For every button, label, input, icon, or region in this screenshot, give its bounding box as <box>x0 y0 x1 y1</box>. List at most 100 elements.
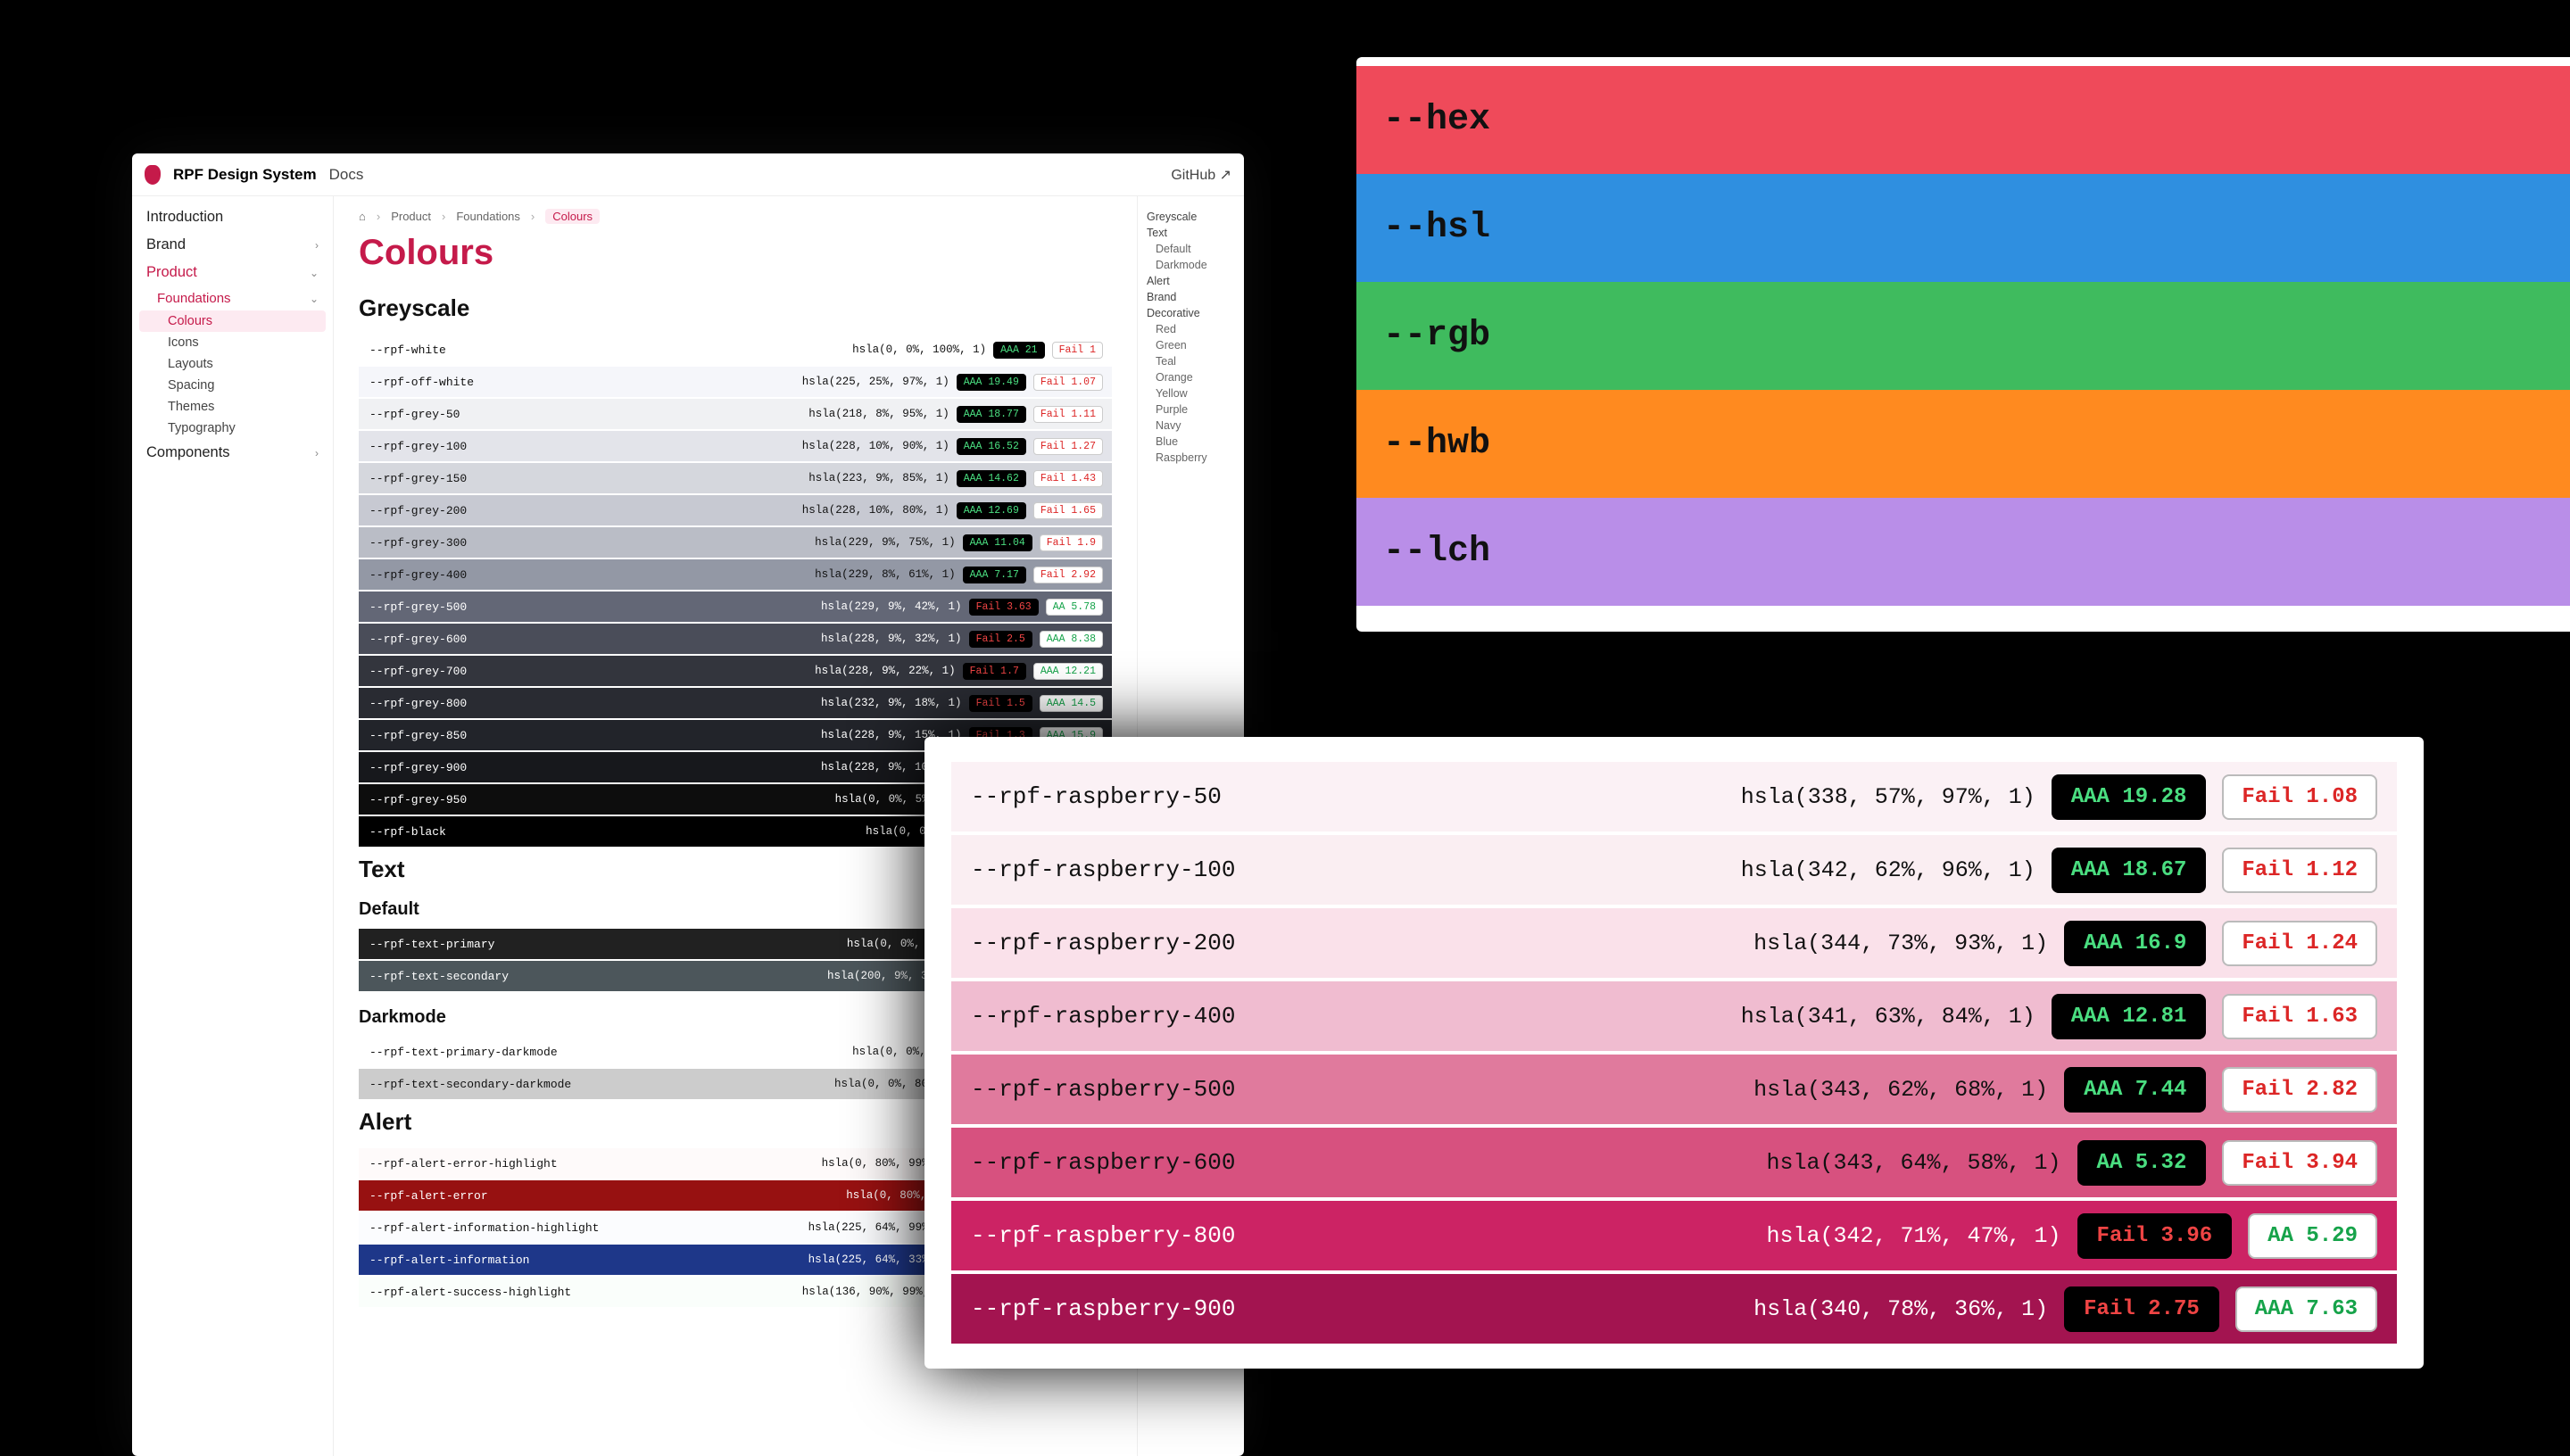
contrast-badge-light: Fail 1.27 <box>1033 438 1103 455</box>
swatch-name: --rpf-grey-700 <box>369 665 467 678</box>
sidebar-item-product[interactable]: Product⌄ <box>132 259 333 286</box>
raspberry-swatch-row: --rpf-raspberry-50 hsla(338, 57%, 97%, 1)… <box>951 762 2397 831</box>
swatch-value: hsla(341, 63%, 84%, 1) <box>1741 1004 2035 1030</box>
toc-alert[interactable]: Alert <box>1147 273 1235 289</box>
swatch-value: hsla(229, 9%, 75%, 1) <box>815 536 956 549</box>
swatch-name: --rpf-grey-50 <box>369 408 460 421</box>
swatch-name: --rpf-raspberry-800 <box>971 1222 1235 1249</box>
contrast-badge-dark: AAA 7.17 <box>963 567 1026 583</box>
header-bar: RPF Design System Docs GitHub ↗ <box>132 153 1244 196</box>
swatch-name: --rpf-raspberry-50 <box>971 783 1222 810</box>
breadcrumb-home[interactable]: ⌂ <box>359 210 366 223</box>
contrast-badge-light: AAA 12.21 <box>1033 663 1103 680</box>
contrast-badge-dark: Fail 3.63 <box>969 599 1039 616</box>
toc-text[interactable]: Text <box>1147 225 1235 241</box>
contrast-badge-light: Fail 1.12 <box>2222 848 2377 893</box>
toc-navy[interactable]: Navy <box>1147 418 1235 434</box>
sidebar-item-icons[interactable]: Icons <box>132 332 333 353</box>
swatch-value: hsla(229, 9%, 42%, 1) <box>821 600 962 613</box>
contrast-badge-light: Fail 1.9 <box>1040 534 1103 551</box>
swatch-name: --rpf-raspberry-500 <box>971 1076 1235 1103</box>
contrast-badge-dark: AAA 18.67 <box>2052 848 2207 893</box>
toc-orange[interactable]: Orange <box>1147 369 1235 385</box>
toc-greyscale[interactable]: Greyscale <box>1147 209 1235 225</box>
swatch-name: --rpf-grey-850 <box>369 729 467 742</box>
toc-raspberry[interactable]: Raspberry <box>1147 450 1235 466</box>
swatch-row: --rpf-grey-500hsla(229, 9%, 42%, 1)Fail … <box>359 592 1112 622</box>
contrast-badge-dark: AAA 12.81 <box>2052 994 2207 1039</box>
swatch-value: hsla(342, 71%, 47%, 1) <box>1766 1223 2060 1249</box>
swatch-name: --rpf-black <box>369 825 446 839</box>
swatch-name: --rpf-raspberry-600 <box>971 1149 1235 1176</box>
toc-default[interactable]: Default <box>1147 241 1235 257</box>
swatch-name: --rpf-grey-150 <box>369 472 467 485</box>
swatch-name: --rpf-raspberry-200 <box>971 930 1235 956</box>
raspberry-swatch-row: --rpf-raspberry-600 hsla(343, 64%, 58%, 1… <box>951 1128 2397 1197</box>
chevron-right-icon: › <box>315 447 319 459</box>
contrast-badge-dark: Fail 3.96 <box>2077 1213 2233 1259</box>
contrast-badge-light: Fail 1.24 <box>2222 921 2377 966</box>
contrast-badge-dark: Fail 1.5 <box>969 695 1032 712</box>
swatch-name: --rpf-alert-information-highlight <box>369 1221 599 1235</box>
swatch-name: --rpf-text-primary <box>369 938 494 951</box>
swatch-name: --rpf-raspberry-100 <box>971 856 1235 883</box>
toc-green[interactable]: Green <box>1147 337 1235 353</box>
swatch-value: hsla(228, 9%, 22%, 1) <box>815 665 956 677</box>
swatch-name: --rpf-grey-600 <box>369 633 467 646</box>
swatch-name: --rpf-grey-900 <box>369 761 467 774</box>
github-link[interactable]: GitHub ↗ <box>1171 166 1231 184</box>
sidebar-item-typography[interactable]: Typography <box>132 418 333 439</box>
sidebar-item-colours[interactable]: Colours <box>139 310 326 332</box>
sidebar-item-introduction[interactable]: Introduction <box>132 203 333 231</box>
toc-decorative[interactable]: Decorative <box>1147 305 1235 321</box>
swatch-value: hsla(228, 10%, 80%, 1) <box>802 504 949 517</box>
sidebar-item-brand[interactable]: Brand› <box>132 231 333 259</box>
toc-blue[interactable]: Blue <box>1147 434 1235 450</box>
swatch-value: hsla(228, 10%, 90%, 1) <box>802 440 949 452</box>
contrast-badge-dark: AAA 14.62 <box>957 470 1026 487</box>
swatch-value: hsla(218, 8%, 95%, 1) <box>808 408 949 420</box>
swatch-value: hsla(229, 8%, 61%, 1) <box>815 568 956 581</box>
swatch-value: hsla(338, 57%, 97%, 1) <box>1741 784 2035 810</box>
contrast-badge-dark: AAA 7.44 <box>2064 1067 2206 1113</box>
breadcrumb-product[interactable]: Product <box>391 210 431 223</box>
swatch-name: --rpf-grey-800 <box>369 697 467 710</box>
swatch-row: --rpf-whitehsla(0, 0%, 100%, 1)AAA 21Fai… <box>359 335 1112 365</box>
toc-purple[interactable]: Purple <box>1147 401 1235 418</box>
sidebar-item-layouts[interactable]: Layouts <box>132 353 333 375</box>
sidebar-item-spacing[interactable]: Spacing <box>132 375 333 396</box>
toc-brand[interactable]: Brand <box>1147 289 1235 305</box>
toc-darkmode[interactable]: Darkmode <box>1147 257 1235 273</box>
toc-yellow[interactable]: Yellow <box>1147 385 1235 401</box>
contrast-badge-dark: AAA 16.52 <box>957 438 1026 455</box>
breadcrumb-foundations[interactable]: Foundations <box>456 210 520 223</box>
swatch-row: --rpf-grey-200hsla(228, 10%, 80%, 1)AAA … <box>359 495 1112 525</box>
contrast-badge-light: Fail 1.11 <box>1033 406 1103 423</box>
swatch-row: --rpf-grey-50 hsla(218, 8%, 95%, 1) AAA 18… <box>359 399 1112 429</box>
sidebar-item-components[interactable]: Components› <box>132 439 333 467</box>
swatch-name: --rpf-grey-950 <box>369 793 467 807</box>
contrast-badge-light: AA 5.78 <box>1046 599 1103 616</box>
css-variable-stripes-panel: --hex--hsl--rgb--hwb--lch <box>1356 57 2570 632</box>
docs-link[interactable]: Docs <box>329 166 364 184</box>
swatch-name: --rpf-grey-300 <box>369 536 467 550</box>
swatch-name: --rpf-text-secondary-darkmode <box>369 1078 571 1091</box>
swatch-row: --rpf-off-whitehsla(225, 25%, 97%, 1)AAA… <box>359 367 1112 397</box>
sidebar-item-foundations[interactable]: Foundations⌄ <box>132 286 333 310</box>
sidebar-item-themes[interactable]: Themes <box>132 396 333 418</box>
swatch-name: --rpf-raspberry-900 <box>971 1295 1235 1322</box>
color-format-stripe: --hsl <box>1356 174 2570 282</box>
swatch-name: --rpf-grey-400 <box>369 568 467 582</box>
contrast-badge-dark: AAA 18.77 <box>957 406 1026 423</box>
raspberry-swatch-row: --rpf-raspberry-200hsla(344, 73%, 93%, 1… <box>951 908 2397 978</box>
swatch-row: --rpf-grey-600hsla(228, 9%, 32%, 1)Fail … <box>359 624 1112 654</box>
swatch-row: --rpf-grey-400 hsla(229, 8%, 61%, 1) AAA 7… <box>359 559 1112 590</box>
toc-teal[interactable]: Teal <box>1147 353 1235 369</box>
swatch-value: hsla(343, 64%, 58%, 1) <box>1766 1150 2060 1176</box>
contrast-badge-light: Fail 1.07 <box>1033 374 1103 391</box>
toc-red[interactable]: Red <box>1147 321 1235 337</box>
contrast-badge-light: Fail 2.92 <box>1033 567 1103 583</box>
chevron-down-icon: ⌄ <box>310 293 319 305</box>
contrast-badge-dark: Fail 2.75 <box>2064 1286 2219 1332</box>
swatch-name: --rpf-raspberry-400 <box>971 1003 1235 1030</box>
